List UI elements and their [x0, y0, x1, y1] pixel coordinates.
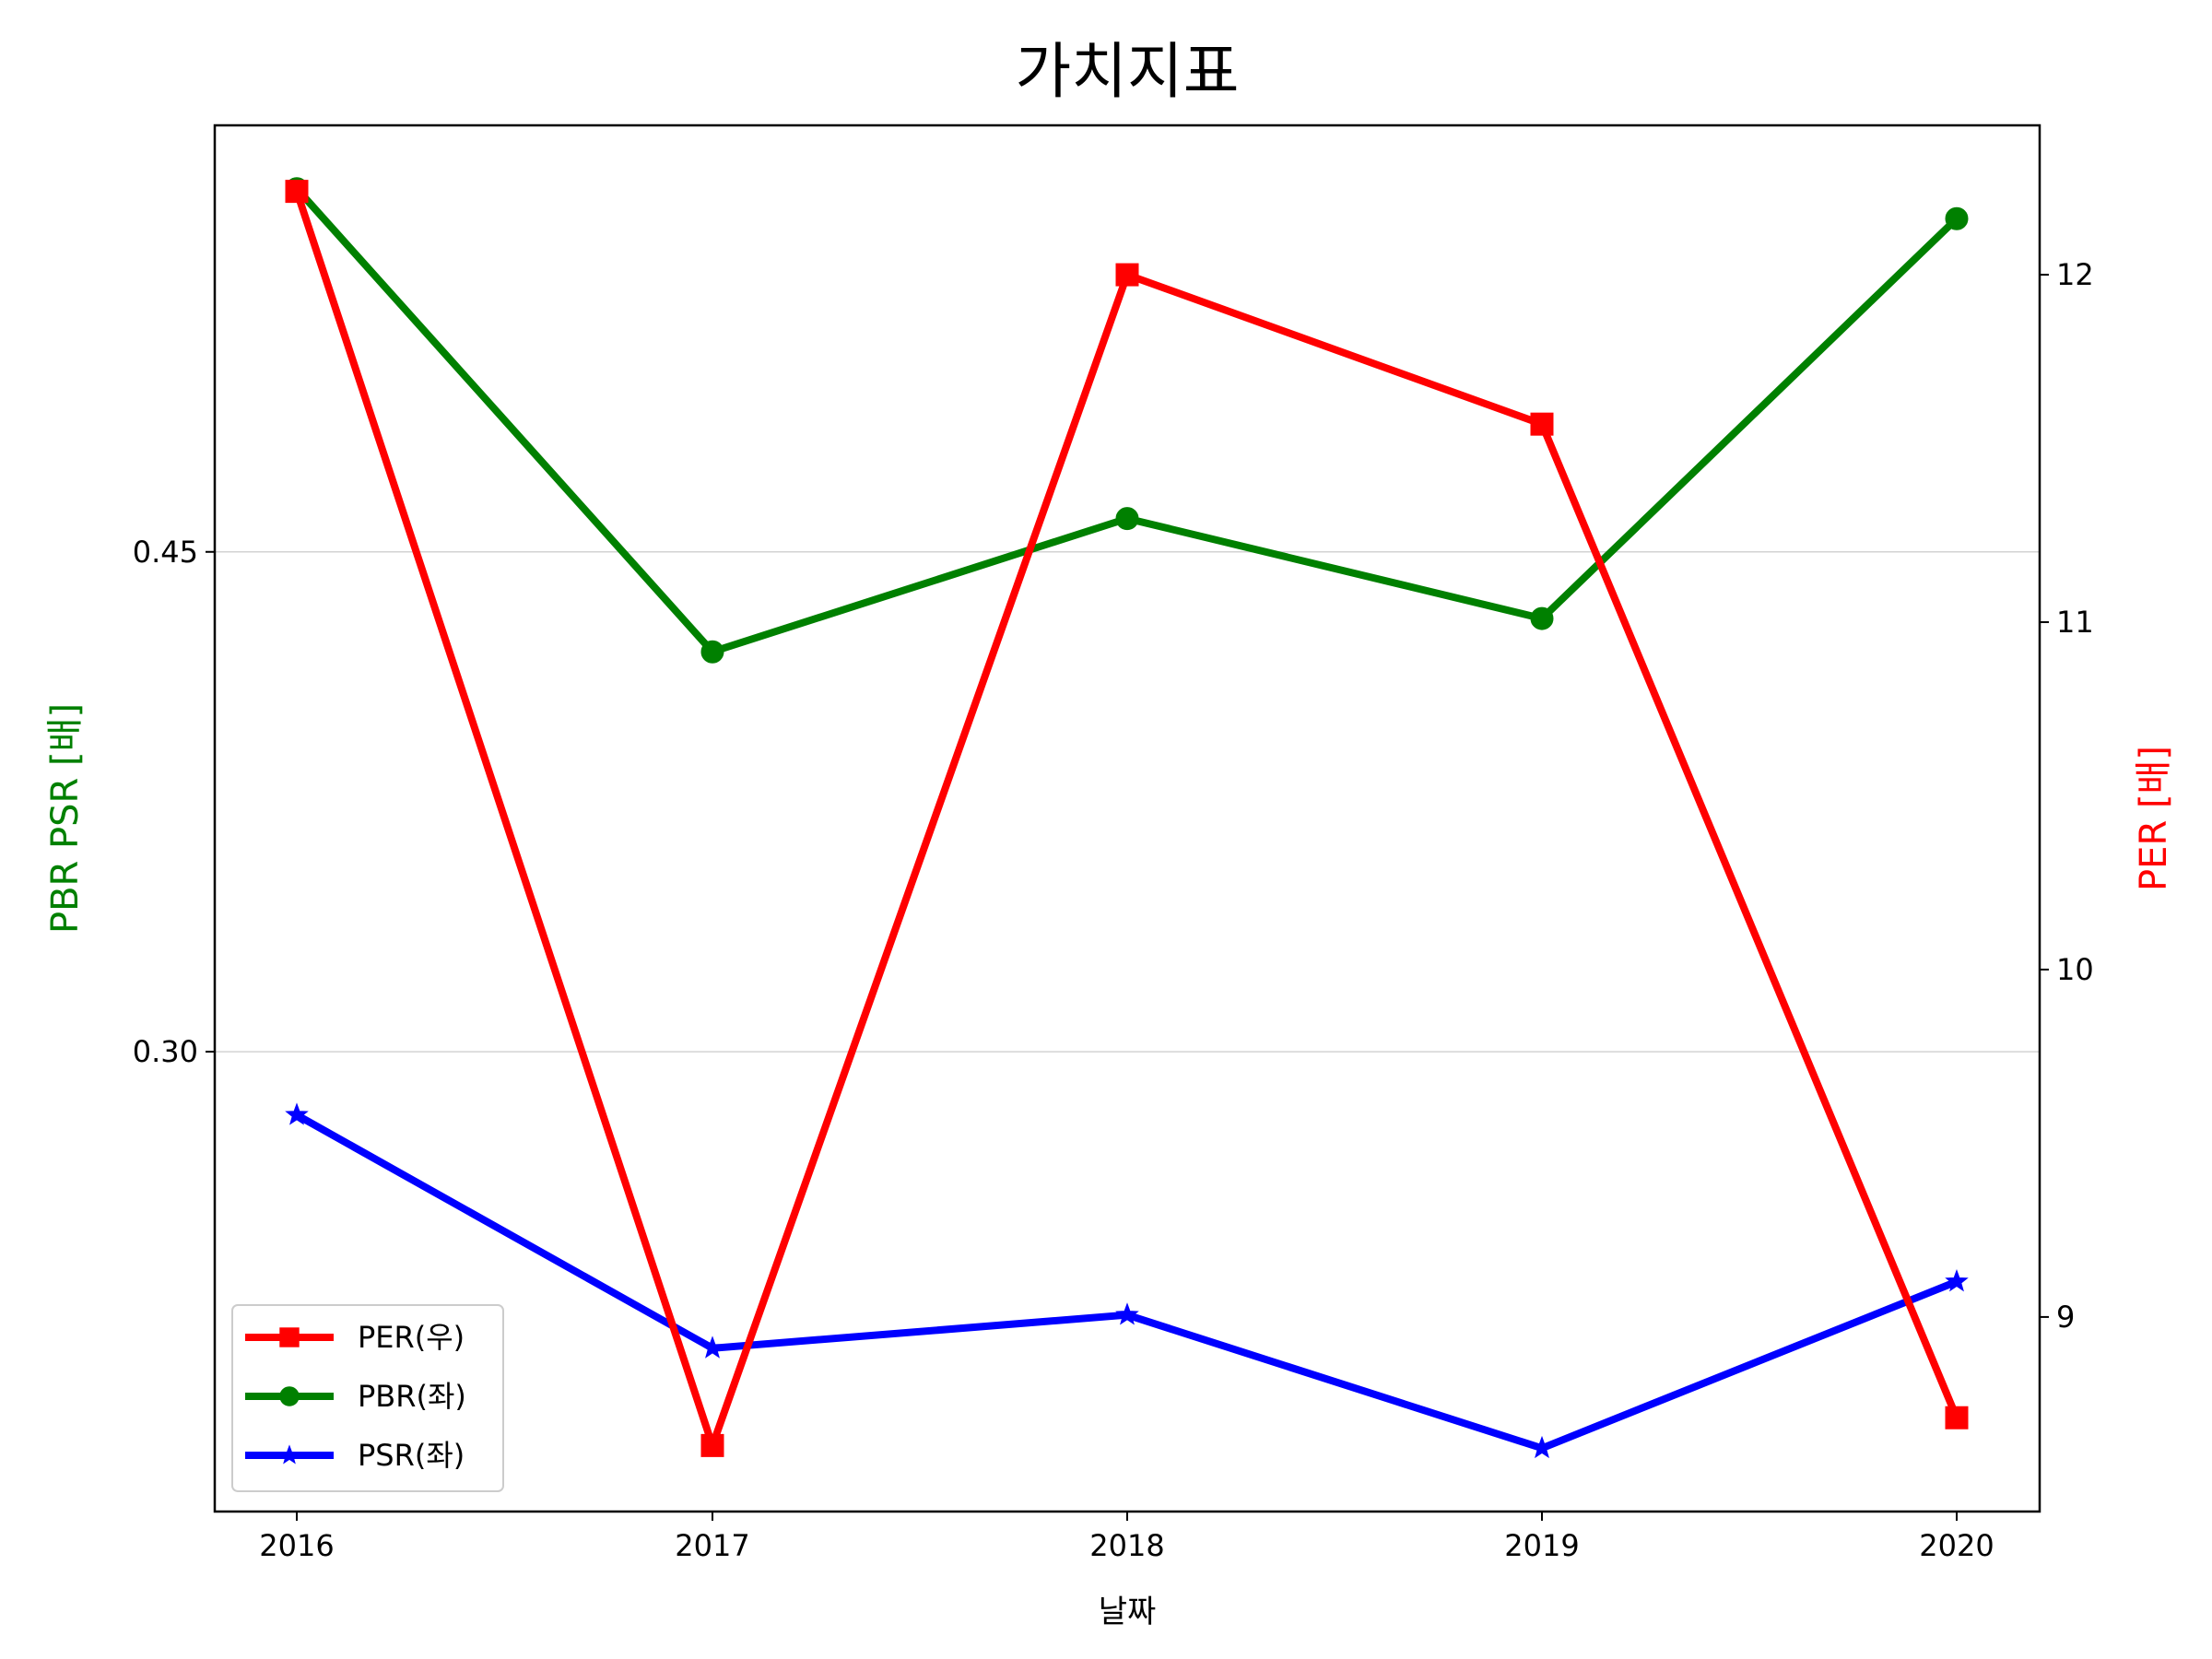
legend: PER(우) PBR(좌) PSR(좌) — [231, 1304, 504, 1492]
data-point-pbr — [1945, 206, 1969, 230]
grid-layer — [215, 551, 2040, 1053]
chart-title: 가치지표 — [1016, 36, 1240, 107]
x-tick-label: 2020 — [1919, 1528, 1994, 1563]
data-point-per — [1945, 1406, 1969, 1430]
data-point-pbr — [1115, 507, 1139, 531]
legend-label: PBR(좌) — [358, 1379, 466, 1414]
series-psr — [285, 1102, 1969, 1459]
legend-swatch-marker — [279, 1386, 300, 1406]
legend-swatch-marker — [278, 1444, 300, 1465]
axis-layer: 2016 2017 2018 2019 2020 0.30 0.45 9 10 11 12 — [133, 257, 2094, 1563]
data-point-per — [700, 1433, 724, 1457]
data-point-psr — [700, 1335, 724, 1359]
x-tick-label: 2017 — [675, 1528, 749, 1563]
data-point-psr — [1945, 1269, 1969, 1292]
legend-label: PER(우) — [358, 1320, 465, 1355]
y-right-tick-label: 9 — [2056, 1300, 2075, 1335]
x-tick-label: 2019 — [1504, 1528, 1579, 1563]
y-axis-label-right: PER [배] — [2133, 746, 2175, 891]
data-point-per — [285, 180, 309, 204]
legend-swatch-marker — [279, 1327, 300, 1347]
x-tick-label: 2016 — [259, 1528, 334, 1563]
data-point-per — [1115, 263, 1139, 287]
legend-box — [231, 1304, 504, 1492]
legend-label: PSR(좌) — [358, 1438, 465, 1473]
legend-item-pbr: PBR(좌) — [245, 1379, 466, 1414]
y-left-tick-label: 0.45 — [133, 535, 198, 570]
data-point-psr — [285, 1102, 309, 1125]
y-left-tick-label: 0.30 — [133, 1034, 198, 1069]
data-point-psr — [1530, 1435, 1554, 1459]
x-axis-label: 날짜 — [1099, 1594, 1157, 1630]
y-right-tick-label: 10 — [2056, 952, 2094, 987]
data-point-pbr — [1530, 606, 1554, 630]
series-per — [285, 180, 1969, 1457]
series-layer — [285, 177, 1969, 1459]
y-right-tick-label: 11 — [2056, 605, 2094, 640]
legend-item-per: PER(우) — [245, 1320, 465, 1355]
data-point-psr — [1115, 1302, 1139, 1325]
y-right-tick-label: 12 — [2056, 257, 2094, 292]
x-tick-label: 2018 — [1089, 1528, 1164, 1563]
data-point-per — [1530, 412, 1554, 436]
data-point-pbr — [700, 640, 724, 664]
legend-item-psr: PSR(좌) — [245, 1438, 465, 1473]
legend-items: PER(우) PBR(좌) PSR(좌) — [245, 1320, 466, 1473]
y-axis-label-left: PBR PSR [배] — [44, 703, 87, 934]
